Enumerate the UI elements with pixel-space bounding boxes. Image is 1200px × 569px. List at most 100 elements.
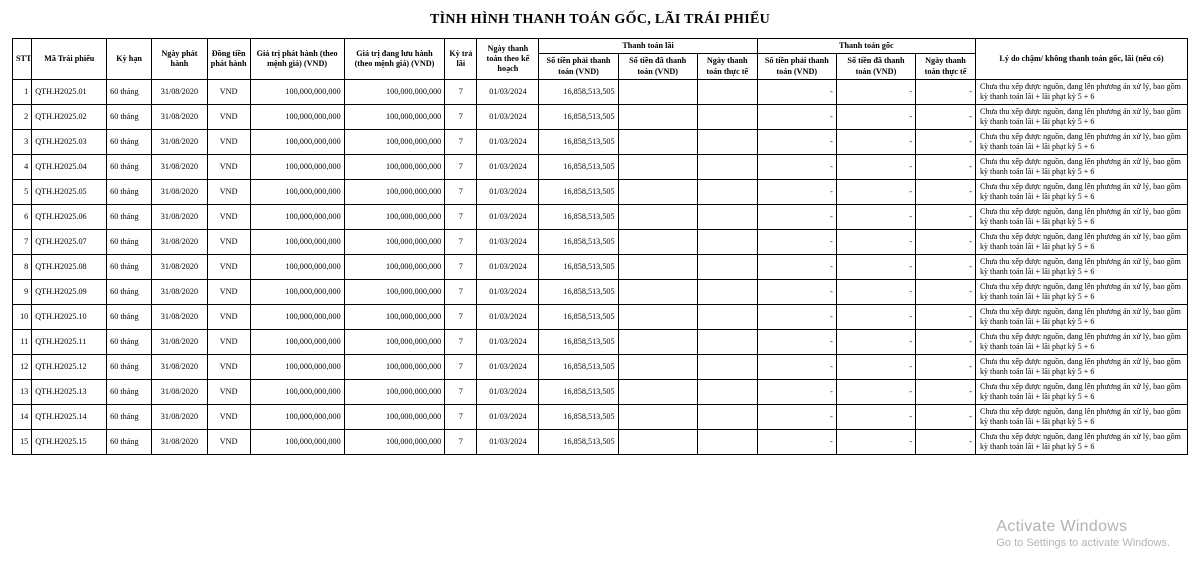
cell-stt: 2 <box>13 104 32 129</box>
cell-outstanding: 100,000,000,000 <box>344 304 445 329</box>
cell-outstanding: 100,000,000,000 <box>344 129 445 154</box>
cell-outstanding: 100,000,000,000 <box>344 379 445 404</box>
cell-currency: VND <box>207 429 250 454</box>
cell-prin-paid: - <box>836 429 915 454</box>
cell-face-value: 100,000,000,000 <box>250 429 344 454</box>
cell-stt: 4 <box>13 154 32 179</box>
cell-period: 7 <box>445 129 477 154</box>
cell-prin-paid: - <box>836 404 915 429</box>
cell-plan-date: 01/03/2024 <box>477 254 539 279</box>
cell-face-value: 100,000,000,000 <box>250 304 344 329</box>
cell-int-due: 16,858,513,505 <box>539 104 618 129</box>
cell-prin-paid: - <box>836 204 915 229</box>
cell-face-value: 100,000,000,000 <box>250 379 344 404</box>
cell-currency: VND <box>207 329 250 354</box>
cell-term: 60 tháng <box>107 129 152 154</box>
cell-int-due: 16,858,513,505 <box>539 354 618 379</box>
cell-int-paid <box>618 354 697 379</box>
cell-prin-paid: - <box>836 179 915 204</box>
cell-currency: VND <box>207 129 250 154</box>
cell-stt: 12 <box>13 354 32 379</box>
cell-currency: VND <box>207 379 250 404</box>
cell-face-value: 100,000,000,000 <box>250 204 344 229</box>
cell-issue-date: 31/08/2020 <box>152 229 208 254</box>
cell-int-date <box>697 204 757 229</box>
cell-int-due: 16,858,513,505 <box>539 329 618 354</box>
cell-int-date <box>697 229 757 254</box>
cell-prin-paid: - <box>836 79 915 104</box>
cell-reason: Chưa thu xếp được nguồn, đang lên phương… <box>975 179 1187 204</box>
cell-period: 7 <box>445 104 477 129</box>
table-row: 2QTH.H2025.0260 tháng31/08/2020VND100,00… <box>13 104 1188 129</box>
cell-period: 7 <box>445 154 477 179</box>
cell-prin-date: - <box>916 429 976 454</box>
cell-reason: Chưa thu xếp được nguồn, đang lên phương… <box>975 129 1187 154</box>
cell-int-due: 16,858,513,505 <box>539 229 618 254</box>
cell-issue-date: 31/08/2020 <box>152 279 208 304</box>
cell-issue-date: 31/08/2020 <box>152 354 208 379</box>
cell-int-paid <box>618 179 697 204</box>
cell-code: QTH.H2025.07 <box>32 229 107 254</box>
cell-reason: Chưa thu xếp được nguồn, đang lên phương… <box>975 354 1187 379</box>
cell-outstanding: 100,000,000,000 <box>344 154 445 179</box>
cell-issue-date: 31/08/2020 <box>152 204 208 229</box>
cell-face-value: 100,000,000,000 <box>250 129 344 154</box>
cell-term: 60 tháng <box>107 354 152 379</box>
cell-prin-due: - <box>757 229 836 254</box>
cell-int-due: 16,858,513,505 <box>539 279 618 304</box>
watermark-line2: Go to Settings to activate Windows. <box>996 537 1170 549</box>
cell-issue-date: 31/08/2020 <box>152 104 208 129</box>
th-prin-paid: Số tiền đã thanh toán (VND) <box>836 54 915 80</box>
cell-prin-due: - <box>757 429 836 454</box>
cell-code: QTH.H2025.13 <box>32 379 107 404</box>
cell-code: QTH.H2025.06 <box>32 204 107 229</box>
cell-reason: Chưa thu xếp được nguồn, đang lên phương… <box>975 329 1187 354</box>
cell-currency: VND <box>207 79 250 104</box>
cell-int-paid <box>618 254 697 279</box>
cell-int-paid <box>618 279 697 304</box>
cell-int-paid <box>618 229 697 254</box>
cell-issue-date: 31/08/2020 <box>152 154 208 179</box>
cell-reason: Chưa thu xếp được nguồn, đang lên phương… <box>975 279 1187 304</box>
cell-int-paid <box>618 329 697 354</box>
cell-code: QTH.H2025.12 <box>32 354 107 379</box>
cell-code: QTH.H2025.04 <box>32 154 107 179</box>
th-int-due: Số tiền phải thanh toán (VND) <box>539 54 618 80</box>
cell-reason: Chưa thu xếp được nguồn, đang lên phương… <box>975 154 1187 179</box>
table-row: 14QTH.H2025.1460 tháng31/08/2020VND100,0… <box>13 404 1188 429</box>
cell-prin-date: - <box>916 279 976 304</box>
cell-prin-due: - <box>757 129 836 154</box>
cell-prin-due: - <box>757 354 836 379</box>
cell-stt: 3 <box>13 129 32 154</box>
cell-code: QTH.H2025.02 <box>32 104 107 129</box>
cell-currency: VND <box>207 229 250 254</box>
cell-stt: 9 <box>13 279 32 304</box>
cell-issue-date: 31/08/2020 <box>152 379 208 404</box>
cell-plan-date: 01/03/2024 <box>477 129 539 154</box>
cell-plan-date: 01/03/2024 <box>477 204 539 229</box>
cell-plan-date: 01/03/2024 <box>477 279 539 304</box>
cell-plan-date: 01/03/2024 <box>477 229 539 254</box>
cell-int-due: 16,858,513,505 <box>539 79 618 104</box>
cell-plan-date: 01/03/2024 <box>477 104 539 129</box>
cell-plan-date: 01/03/2024 <box>477 354 539 379</box>
cell-reason: Chưa thu xếp được nguồn, đang lên phương… <box>975 229 1187 254</box>
cell-term: 60 tháng <box>107 104 152 129</box>
table-row: 9QTH.H2025.0960 tháng31/08/2020VND100,00… <box>13 279 1188 304</box>
cell-int-due: 16,858,513,505 <box>539 179 618 204</box>
cell-stt: 5 <box>13 179 32 204</box>
cell-int-paid <box>618 129 697 154</box>
cell-outstanding: 100,000,000,000 <box>344 404 445 429</box>
cell-prin-due: - <box>757 304 836 329</box>
cell-int-date <box>697 404 757 429</box>
th-currency: Đồng tiền phát hành <box>207 39 250 80</box>
cell-prin-due: - <box>757 104 836 129</box>
th-interest-group: Thanh toán lãi <box>539 39 757 54</box>
th-prin-date: Ngày thanh toán thực tế <box>916 54 976 80</box>
cell-term: 60 tháng <box>107 279 152 304</box>
cell-outstanding: 100,000,000,000 <box>344 279 445 304</box>
table-row: 4QTH.H2025.0460 tháng31/08/2020VND100,00… <box>13 154 1188 179</box>
cell-stt: 15 <box>13 429 32 454</box>
page-title: TÌNH HÌNH THANH TOÁN GỐC, LÃI TRÁI PHIẾU <box>12 12 1188 28</box>
cell-int-due: 16,858,513,505 <box>539 254 618 279</box>
